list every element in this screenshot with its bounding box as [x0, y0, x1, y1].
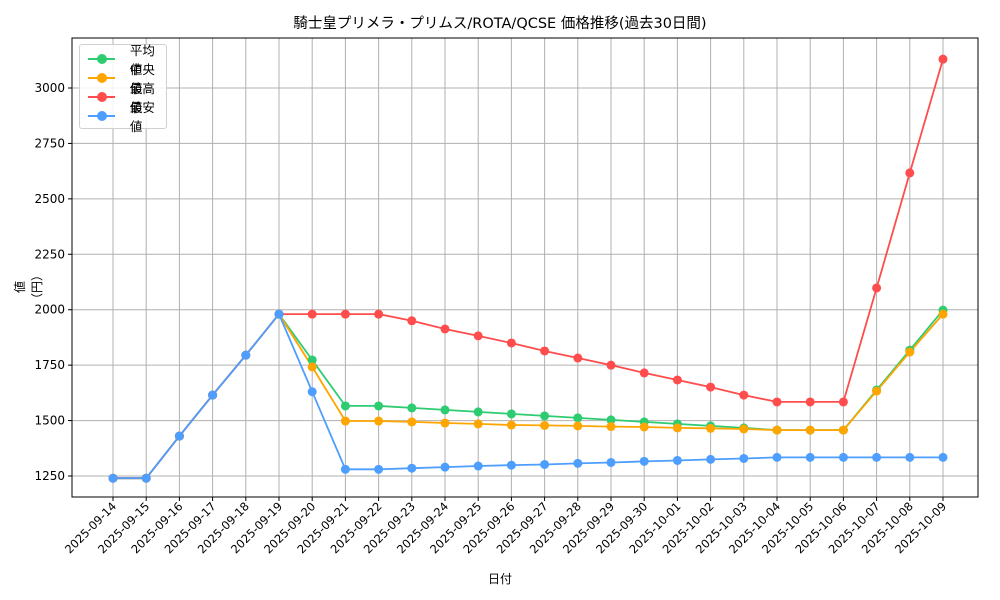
legend-label: 最安値 — [129, 100, 155, 134]
x-axis-label: 日付 — [487, 572, 513, 586]
legend-marker-icon — [86, 87, 117, 107]
legend-item-average: 平均値 — [86, 43, 166, 77]
legend-marker-icon — [86, 106, 117, 126]
y-axis-ticks: 1250 1500 1750 2000 2250 2500 2750 3000 — [34, 81, 72, 483]
grid-lines — [72, 38, 978, 497]
legend-item-max: 最高値 — [86, 81, 166, 115]
svg-text:2500: 2500 — [34, 192, 65, 206]
x-axis-ticks: 2025-09-142025-09-152025-09-162025-09-17… — [62, 497, 949, 556]
svg-text:2250: 2250 — [34, 247, 65, 261]
svg-text:2750: 2750 — [34, 136, 65, 150]
legend-item-median: 中央値 — [86, 62, 166, 96]
legend: 平均値 中央値 最高値 最安値 — [79, 43, 167, 134]
svg-text:1250: 1250 — [34, 469, 65, 483]
legend-marker-icon — [86, 68, 117, 88]
svg-text:1750: 1750 — [34, 358, 65, 372]
legend-item-min: 最安値 — [86, 100, 166, 134]
plot-frame — [71, 37, 979, 498]
series-lines — [108, 54, 948, 483]
legend-label: 最高値 — [129, 81, 155, 115]
svg-text:3000: 3000 — [34, 81, 65, 95]
legend-label: 平均値 — [129, 43, 155, 77]
svg-text:1500: 1500 — [34, 414, 65, 428]
legend-marker-icon — [86, 49, 117, 69]
svg-text:2000: 2000 — [34, 303, 65, 317]
chart-title: 騎士皇プリメラ・プリムス/ROTA/QCSE 価格推移(過去30日間) — [293, 16, 707, 32]
y-axis-label: 値（円） — [13, 269, 44, 306]
legend-label: 中央値 — [129, 62, 155, 96]
